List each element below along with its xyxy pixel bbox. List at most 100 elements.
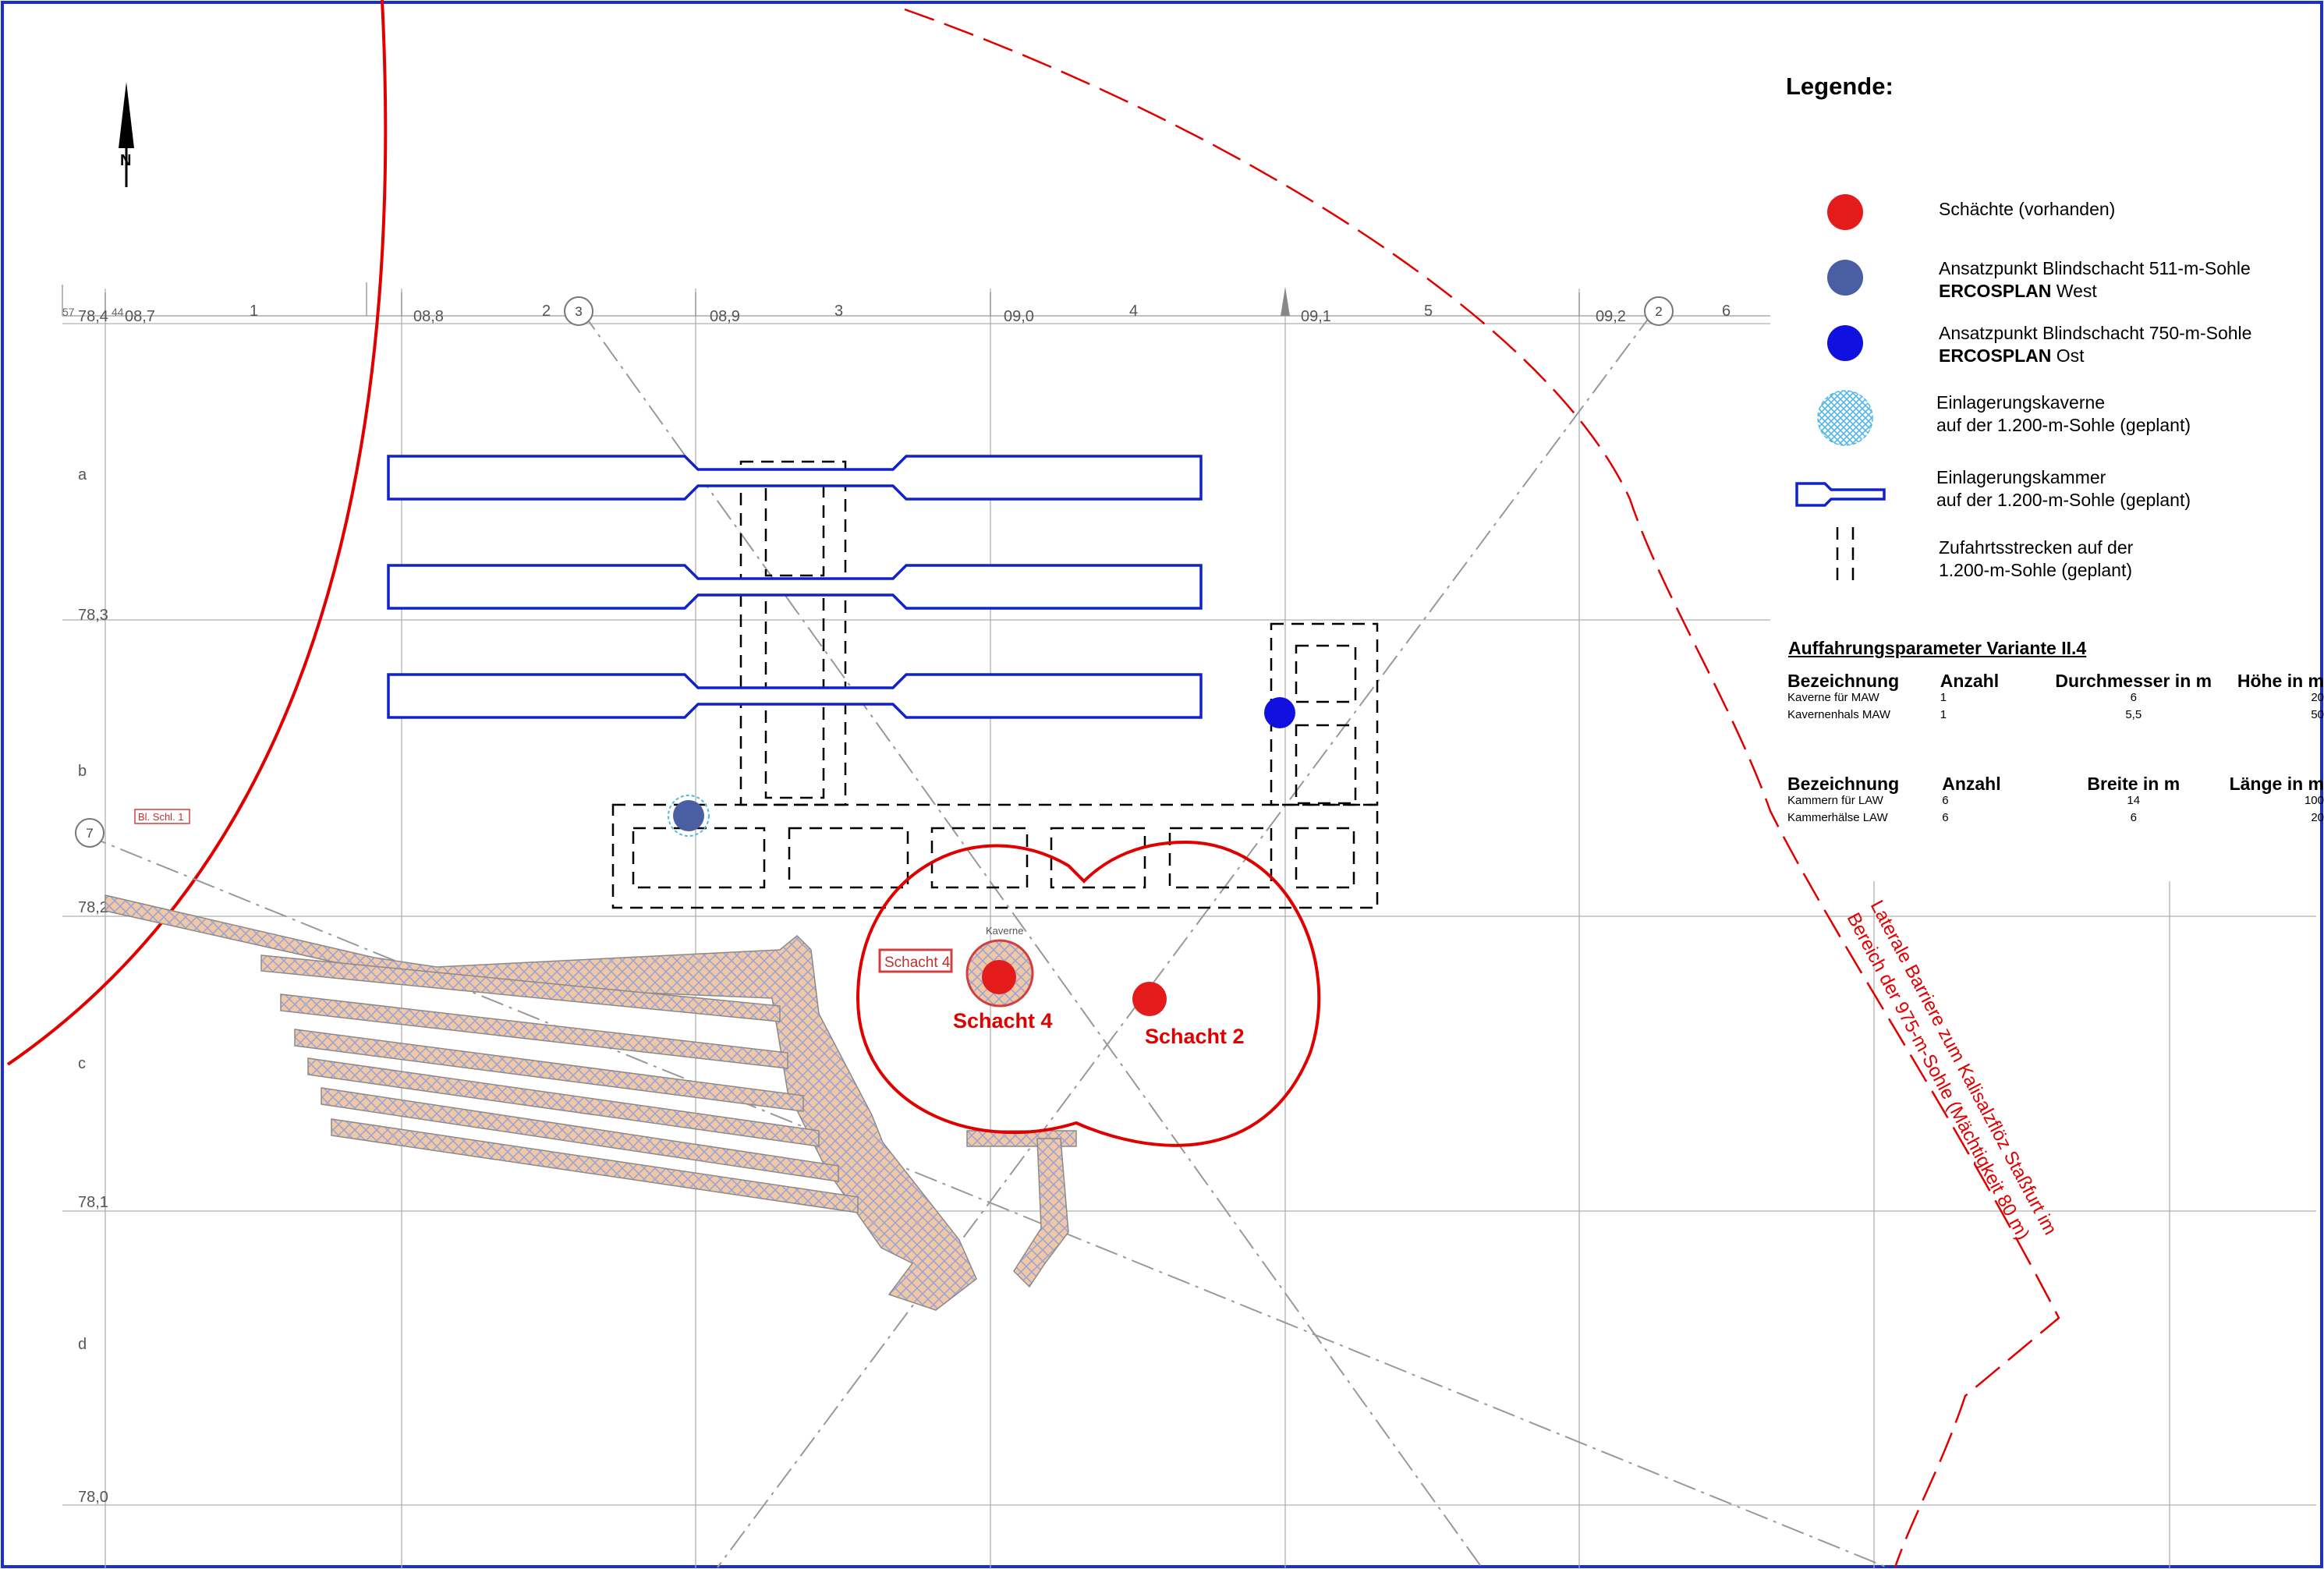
schacht4-box-label: Schacht 4 (884, 955, 951, 971)
parameters-table-1: Bezeichnung Anzahl Durchmesser in m Höhe… (1787, 671, 2324, 725)
coordinate-grid (62, 289, 2316, 1569)
north-arrow-icon: N (119, 82, 134, 187)
grid-top-label: 4 (1129, 303, 1138, 320)
ansatzpunkt-west-ring-icon (668, 795, 710, 837)
table-cell: 1 (1940, 691, 1947, 704)
grid-left-label: d (78, 1336, 87, 1353)
schacht4-icon (982, 960, 1016, 994)
table-header: Anzahl (1942, 774, 2001, 794)
legend-line: Ansatzpunkt Blindschacht 750-m-Sohle (1939, 323, 2252, 343)
legend-symbols (1795, 194, 1886, 586)
table-header: Länge in m (2229, 774, 2324, 794)
grid-top-label: 57 (62, 306, 75, 318)
legend-line: Einlagerungskaverne (1936, 392, 2106, 413)
circle-marker-label: 2 (1655, 304, 1662, 319)
schacht-icon (1827, 194, 1863, 230)
table-cell: 6 (1942, 811, 1949, 824)
grid-top-label: 2 (542, 303, 551, 320)
ansatzpunkt-west-icon (673, 800, 704, 831)
bl-schl-box (134, 809, 190, 824)
grid-top-label: 5 (1424, 303, 1433, 320)
table-cell: 6 (1942, 794, 1949, 807)
table-header: Breite in m (2087, 774, 2181, 794)
grid-left-label: 78,0 (78, 1489, 108, 1506)
existing-workings (105, 894, 1077, 1311)
table-cell: 6 (2130, 691, 2137, 704)
storage-chamber (387, 564, 1203, 610)
schacht2-label: Schacht 2 (1145, 1025, 1245, 1048)
table-row: Kammerhälse LAW 6 6 20 (1787, 811, 2324, 828)
survey-lines (83, 310, 1888, 1568)
shaft-safety-pillar (856, 840, 1321, 1147)
table-header: Bezeichnung (1787, 671, 1900, 691)
grid-top-label: 1 (250, 303, 258, 320)
legend-line: Zufahrtsstrecken auf der (1939, 537, 2134, 558)
table-header: Anzahl (1940, 671, 2000, 691)
legend-item-kaverne: Einlagerungskaverne auf der 1.200-m-Sohl… (1936, 391, 2311, 437)
grid-top-label: 08,7 (125, 308, 155, 325)
circle-markers (75, 296, 1674, 848)
table-header: Bezeichnung (1787, 774, 1900, 794)
circle-marker-label: 7 (86, 826, 93, 841)
legend-item-ansatzpunkt-ost: Ansatzpunkt Blindschacht 750-m-Sohle ERC… (1939, 322, 2313, 367)
ansatzpunkt-west-icon (1827, 260, 1863, 296)
table-cell: Kammern für LAW (1787, 794, 1883, 807)
table-cell: 50 (2311, 708, 2324, 721)
grid-left-label: c (78, 1055, 86, 1072)
zufahrt-icon (1836, 527, 1855, 586)
table-header: Durchmesser in m (2055, 671, 2212, 691)
legend-line: Ost (2051, 345, 2085, 366)
legend-line: auf der 1.200-m-Sohle (geplant) (1936, 490, 2191, 510)
table-cell: 100 (2304, 794, 2324, 807)
grid-top-label: 08,9 (710, 308, 740, 325)
grid-left-label: a (78, 466, 87, 483)
parameters-title: Auffahrungsparameter Variante II.4 (1788, 638, 2087, 658)
table-cell: 1 (1940, 708, 1947, 721)
grid-left-label: 78,1 (78, 1194, 108, 1211)
circle-marker-label: 3 (575, 304, 582, 319)
lateral-barrier-line (904, 8, 2060, 1568)
kaverne-icon (1817, 390, 1873, 446)
table-cell: Kammerhälse LAW (1787, 811, 1888, 824)
grid-top-label: 09,0 (1004, 308, 1034, 325)
schacht4-label: Schacht 4 (953, 1009, 1053, 1032)
table-cell: Kavernenhals MAW (1787, 708, 1890, 721)
table-cell: 20 (2311, 811, 2324, 824)
table-header: Höhe in m (2237, 671, 2324, 691)
parameters-table-2: Bezeichnung Anzahl Breite in m Länge in … (1787, 774, 2324, 828)
grid-top-label: 09,1 (1301, 308, 1331, 325)
storage-chamber (387, 673, 1203, 719)
legend-item-schacht: Schächte (vorhanden) (1939, 199, 2116, 219)
grid-left-label: 78,3 (78, 607, 108, 624)
grid-top-label: 08,8 (413, 308, 444, 325)
storage-chamber (387, 455, 1203, 501)
legend-item-zufahrt: Zufahrtsstrecken auf der 1.200-m-Sohle (… (1939, 537, 2313, 582)
table-cell: Kaverne für MAW (1787, 691, 1879, 704)
grid-top-label: 78,4 (78, 308, 108, 325)
circle-marker (564, 296, 593, 326)
legend-title: Legende: (1786, 73, 1894, 100)
legend-line-bold: ERCOSPLAN (1939, 345, 2052, 366)
schacht2-icon (1132, 982, 1167, 1016)
table-cell: 5,5 (2125, 708, 2142, 721)
barrier-label-line2: Bereich der 975-m-Sohle (Mächtigkeit 80 … (1843, 909, 2034, 1243)
circle-marker (75, 818, 105, 848)
ansatzpunkt-ost-icon (1264, 697, 1295, 728)
legend-line: 1.200-m-Sohle (geplant) (1939, 560, 2133, 580)
table-cell: 6 (2130, 811, 2137, 824)
storage-chambers (387, 455, 1203, 719)
circle-marker (1644, 296, 1674, 326)
north-label: N (120, 152, 131, 169)
barrier-label-line1: Laterale Barriere zum Kalisalzflöz Staßf… (1866, 897, 2061, 1238)
grid-top-label: 6 (1722, 303, 1731, 320)
legend-item-kammer: Einlagerungskammer auf der 1.200-m-Sohle… (1936, 466, 2311, 512)
grid-top-label: 3 (834, 303, 843, 320)
schacht4-box (878, 948, 953, 973)
left-boundary-arc (6, 0, 388, 1066)
kaverne-label: Kaverne (986, 925, 1023, 937)
table-row: Kavernenhals MAW 1 5,5 50 (1787, 708, 2324, 725)
north-marker-icon (1281, 287, 1290, 316)
grid-ticks (62, 282, 1580, 316)
